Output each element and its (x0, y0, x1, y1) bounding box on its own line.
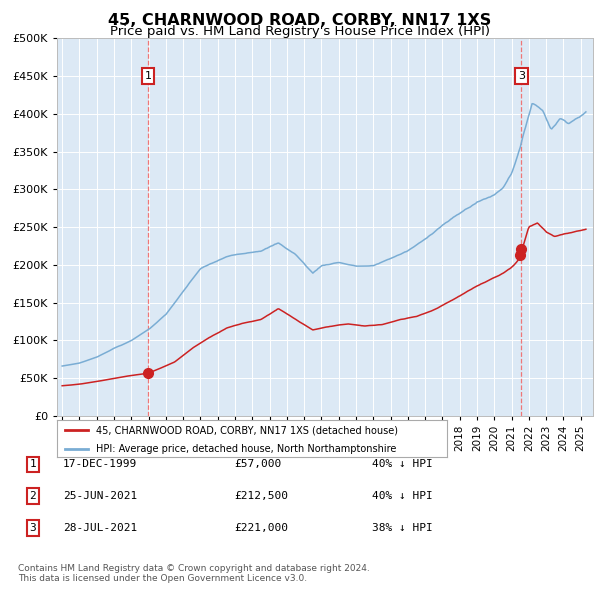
Text: 25-JUN-2021: 25-JUN-2021 (63, 491, 137, 501)
Text: £212,500: £212,500 (234, 491, 288, 501)
Text: Price paid vs. HM Land Registry's House Price Index (HPI): Price paid vs. HM Land Registry's House … (110, 25, 490, 38)
Text: 3: 3 (29, 523, 37, 533)
Text: 40% ↓ HPI: 40% ↓ HPI (372, 460, 433, 469)
Text: Contains HM Land Registry data © Crown copyright and database right 2024.
This d: Contains HM Land Registry data © Crown c… (18, 563, 370, 583)
Text: 1: 1 (145, 71, 151, 81)
Text: 45, CHARNWOOD ROAD, CORBY, NN17 1XS: 45, CHARNWOOD ROAD, CORBY, NN17 1XS (109, 13, 491, 28)
Text: 2: 2 (29, 491, 37, 501)
Text: 38% ↓ HPI: 38% ↓ HPI (372, 523, 433, 533)
Text: 3: 3 (518, 71, 525, 81)
Text: HPI: Average price, detached house, North Northamptonshire: HPI: Average price, detached house, Nort… (96, 444, 397, 454)
Text: £57,000: £57,000 (234, 460, 281, 469)
Text: £221,000: £221,000 (234, 523, 288, 533)
Text: 40% ↓ HPI: 40% ↓ HPI (372, 491, 433, 501)
Text: 45, CHARNWOOD ROAD, CORBY, NN17 1XS (detached house): 45, CHARNWOOD ROAD, CORBY, NN17 1XS (det… (96, 425, 398, 435)
Text: 1: 1 (29, 460, 37, 469)
Text: 28-JUL-2021: 28-JUL-2021 (63, 523, 137, 533)
Text: 17-DEC-1999: 17-DEC-1999 (63, 460, 137, 469)
